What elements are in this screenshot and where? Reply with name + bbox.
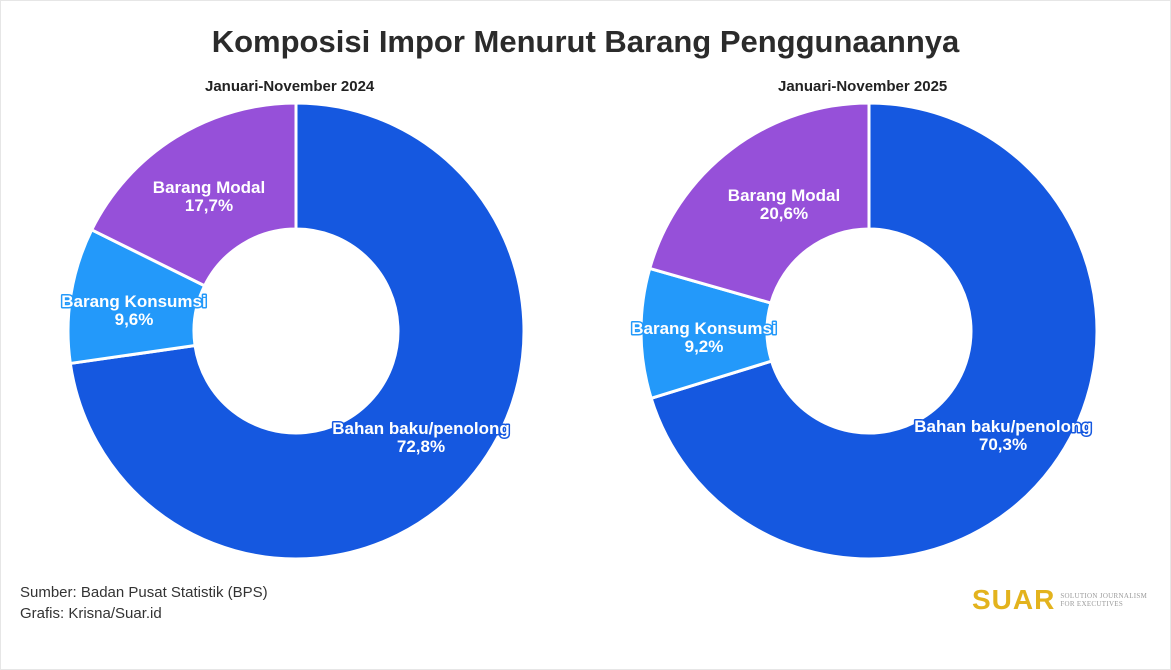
slice-label-bahan-baku-2025: Bahan baku/penolong	[914, 417, 1092, 436]
slice-label-barang-modal-2025: Barang Modal	[728, 186, 840, 205]
chart-2024-subtitle: Januari-November 2024	[205, 78, 375, 95]
logo-tagline: Solution Journalism for Executives	[1060, 592, 1147, 608]
slice-label-barang-modal-2024: Barang Modal	[153, 178, 265, 197]
slice-label-barang-konsumsi-2025: Barang Konsumsi	[631, 319, 776, 338]
slice-value-bahan-baku-2025: 70,3%	[979, 435, 1027, 454]
slice-value-barang-konsumsi-2025: 9,2%	[685, 337, 724, 356]
slice-barang-modal-2024	[90, 101, 298, 288]
suar-logo: SUAR Solution Journalism for Executives	[972, 584, 1147, 616]
slice-value-bahan-baku-2024: 72,8%	[397, 437, 445, 456]
credit-note: Grafis: Krisna/Suar.id	[20, 605, 162, 622]
slice-value-barang-modal-2025: 20,6%	[760, 204, 808, 223]
footer: Sumber: Badan Pusat Statistik (BPS) Graf…	[20, 582, 268, 624]
chart-title: Komposisi Impor Menurut Barang Penggunaa…	[211, 24, 960, 59]
slice-barang-modal-2025	[648, 101, 871, 305]
logo-tagline-line-1: Solution Journalism	[1060, 592, 1148, 600]
slice-label-barang-konsumsi-2024: Barang Konsumsi	[61, 292, 206, 311]
chart-2025-subtitle: Januari-November 2025	[778, 78, 948, 95]
slice-label-bahan-baku-2024: Bahan baku/penolong	[332, 419, 510, 438]
slice-bahan-baku-2025	[649, 101, 1099, 561]
source-note: Sumber: Badan Pusat Statistik (BPS)	[20, 584, 268, 601]
slice-value-barang-modal-2024: 17,7%	[185, 196, 233, 215]
slice-value-barang-konsumsi-2024: 9,6%	[115, 310, 154, 329]
logo-wordmark: SUAR	[972, 584, 1056, 615]
logo-tagline-line-2: for Executives	[1060, 600, 1124, 608]
slice-bahan-baku-2024	[68, 101, 526, 561]
